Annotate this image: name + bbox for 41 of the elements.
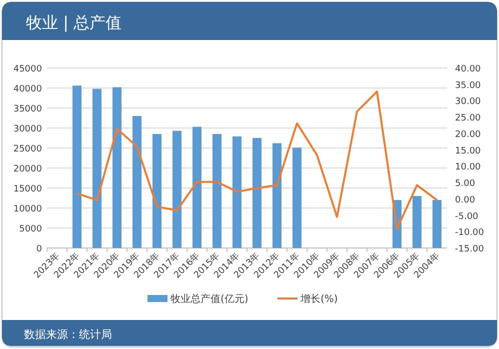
y2-tick-label: -15.00: [455, 244, 484, 254]
y2-tick-label: 10.00: [455, 162, 482, 173]
line-series: [76, 90, 438, 230]
bar: [152, 134, 162, 248]
y-tick-label: 40000: [13, 84, 42, 94]
bar: [112, 87, 122, 248]
y-tick-label: 45000: [13, 64, 42, 74]
y2-tick-label: 15.00: [455, 146, 482, 156]
y-tick-label: 15000: [13, 184, 42, 194]
y2-tick-label: 20.00: [455, 130, 482, 140]
legend-label: 增长(%): [300, 293, 338, 305]
y-tick-label: 30000: [13, 124, 42, 134]
bar: [72, 86, 82, 248]
y-tick-label: 20000: [13, 164, 42, 174]
y2-tick-label: 30.00: [455, 97, 482, 108]
y2-tick-label: 25.00: [455, 114, 482, 124]
y2-tick-label: 5.00: [455, 179, 476, 190]
y2-tick-label: 35.00: [455, 80, 482, 91]
bar: [212, 134, 222, 248]
bar: [292, 148, 302, 248]
bar: [132, 116, 142, 248]
y-tick-label: 0: [36, 244, 42, 254]
bar: [272, 143, 282, 248]
bar: [172, 130, 182, 248]
y-tick-label: 10000: [13, 204, 42, 214]
bar: [432, 200, 442, 248]
bar: [412, 196, 422, 248]
bar: [192, 126, 202, 248]
bar: [252, 138, 262, 248]
source-note: 数据来源：统计局: [24, 328, 112, 341]
y2-tick-label: 0.00: [455, 195, 476, 206]
y2-tick-label: -10.00: [455, 228, 484, 238]
y-tick-label: 35000: [13, 104, 42, 114]
y-tick-label: 5000: [19, 224, 42, 234]
chart-title: 牧业 | 总产值: [26, 13, 122, 32]
bar: [232, 136, 242, 248]
y2-tick-label: 40.00: [455, 64, 482, 74]
y2-tick-label: -5.00: [455, 212, 479, 222]
bar: [92, 88, 102, 248]
legend-label: 牧业总产值(亿元): [170, 293, 248, 305]
y-tick-label: 25000: [13, 144, 42, 154]
